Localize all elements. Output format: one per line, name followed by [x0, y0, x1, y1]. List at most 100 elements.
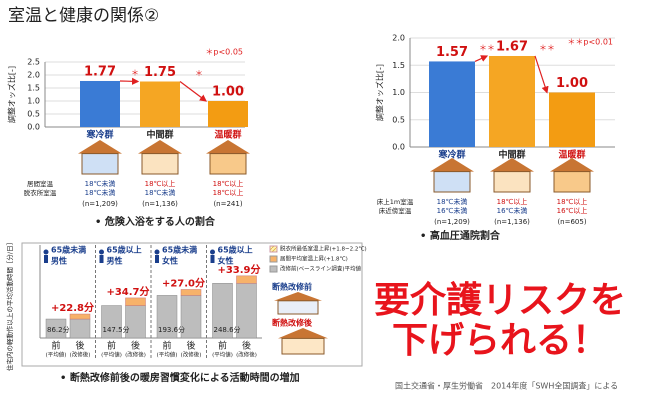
- increase-label: +27.0分: [162, 276, 205, 289]
- group-label: 65歳以上: [218, 245, 253, 255]
- person-icon: [155, 255, 159, 263]
- house-body: [209, 153, 247, 175]
- person-icon: [44, 255, 48, 263]
- x-tick-note: (平均値): [212, 351, 233, 359]
- panel: [21, 242, 363, 367]
- legend-label: 居間平均室温上昇(+1.8℃): [280, 255, 348, 263]
- y-tick-label: 0.0: [392, 143, 405, 152]
- x-tick-label: 後: [131, 340, 140, 352]
- value-label: 86.2分: [47, 325, 70, 334]
- bar: [80, 80, 120, 127]
- house-body: [281, 337, 325, 355]
- bar: [429, 61, 475, 148]
- group-label: 男性: [51, 256, 67, 266]
- bar: [156, 295, 178, 339]
- category-label: 温暖群: [558, 149, 585, 161]
- significance-arrow: [179, 81, 207, 102]
- condition: 18℃以上: [557, 197, 588, 206]
- slide-title: 室温と健康の関係②: [8, 6, 159, 26]
- y-tick-label: 1.0: [27, 97, 40, 106]
- significance-arrow: [474, 55, 489, 62]
- condition: 18℃以上: [213, 179, 244, 188]
- condition: 16℃以上: [557, 206, 588, 215]
- y-axis-label: 住宅内の軽動作以上の平均活動時間［分/日］: [5, 239, 14, 371]
- annotation: ＊p<0.05: [205, 48, 243, 57]
- condition: 18℃未満: [145, 188, 176, 197]
- value-label: 1.57: [436, 45, 468, 60]
- y-axis-label: 調整オッズ比[-]: [375, 64, 385, 121]
- source: 国土交通省・厚生労働省 2014年度「SWH全国調査」による: [395, 381, 618, 391]
- x-tick-label: 後: [242, 340, 251, 352]
- annotation: ＊＊p<0.01: [567, 38, 613, 47]
- house-body: [81, 153, 119, 175]
- caption: • 危険入浴をする人の割合: [95, 215, 216, 228]
- house-roof: [206, 140, 250, 154]
- category-label: 寒冷群: [437, 149, 465, 161]
- house-body: [433, 171, 471, 193]
- bar: [549, 92, 595, 147]
- value-label: 193.6分: [158, 325, 185, 334]
- bar: [489, 55, 535, 147]
- category-label: 中間群: [498, 149, 525, 161]
- y-tick-label: 1.5: [27, 84, 40, 93]
- condition: 18℃未満: [437, 197, 468, 206]
- value-label: 147.5分: [103, 325, 130, 334]
- x-tick-label: 後: [75, 340, 84, 352]
- n-label: (n=605): [557, 218, 586, 226]
- significance-arrow: [119, 77, 140, 85]
- bar: [208, 101, 248, 127]
- significance-arrow: [534, 55, 549, 94]
- y-tick-label: 2.5: [27, 58, 40, 67]
- group-label: 男性: [107, 256, 123, 266]
- person-icon: [99, 249, 104, 255]
- caption: • 断熱改修前後の暖房習慣変化による活動時間の増加: [60, 371, 300, 384]
- n-label: (n=241): [213, 200, 242, 208]
- row-label: 脱衣所室温: [24, 188, 57, 197]
- house-body: [553, 171, 591, 193]
- x-tick-label: 前: [51, 340, 60, 352]
- x-tick-label: 前: [107, 340, 116, 352]
- y-tick-label: 0.0: [27, 123, 40, 132]
- headline: 要介護リスクを: [374, 280, 626, 321]
- house-roof: [430, 158, 474, 172]
- house-body: [141, 153, 179, 175]
- bar: [101, 305, 122, 339]
- value-label: 1.77: [84, 64, 116, 79]
- condition: 18℃以上: [145, 179, 176, 188]
- legend-swatch: [269, 245, 278, 253]
- house-label: 断熱改修前: [272, 282, 312, 292]
- increase-label: +34.7分: [106, 285, 149, 298]
- group-label: 65歳未満: [51, 245, 86, 255]
- bar: [45, 318, 67, 339]
- bar: [69, 318, 91, 339]
- legend-label: 脱衣所最低室温上昇(+1.8~2.2℃): [280, 245, 367, 253]
- y-tick-label: 0.5: [27, 110, 40, 119]
- bar: [212, 283, 233, 339]
- value-label: 248.6分: [214, 325, 241, 334]
- x-tick-note: (平均値): [46, 351, 67, 359]
- y-tick-label: 2.0: [27, 71, 40, 80]
- house-roof: [550, 158, 594, 172]
- x-tick-note: (平均値): [157, 351, 178, 359]
- bar-increase: [69, 313, 91, 320]
- house-body: [493, 171, 531, 193]
- legend-label: 改修前(ベースライン調査)平均値: [280, 265, 362, 273]
- category-label: 温暖群: [214, 129, 241, 141]
- n-label: (n=1,209): [434, 218, 470, 226]
- bar-increase: [236, 275, 257, 284]
- significance-mark: ＊＊: [479, 43, 495, 52]
- bar: [140, 81, 180, 127]
- significance-mark: ＊: [131, 68, 139, 77]
- row-label: 床上1m室温: [377, 197, 414, 206]
- caption: • 高血圧通院割合: [420, 229, 501, 242]
- value-label: 1.75: [144, 65, 176, 80]
- house-roof: [278, 328, 328, 339]
- x-tick-label: 前: [162, 340, 171, 352]
- row-label: 居間室温: [27, 179, 54, 188]
- x-tick-note: (改修後): [181, 351, 202, 359]
- house-body: [277, 300, 319, 315]
- condition: 18℃未満: [85, 179, 116, 188]
- x-tick-note: (改修後): [125, 351, 146, 359]
- house-roof: [138, 140, 182, 154]
